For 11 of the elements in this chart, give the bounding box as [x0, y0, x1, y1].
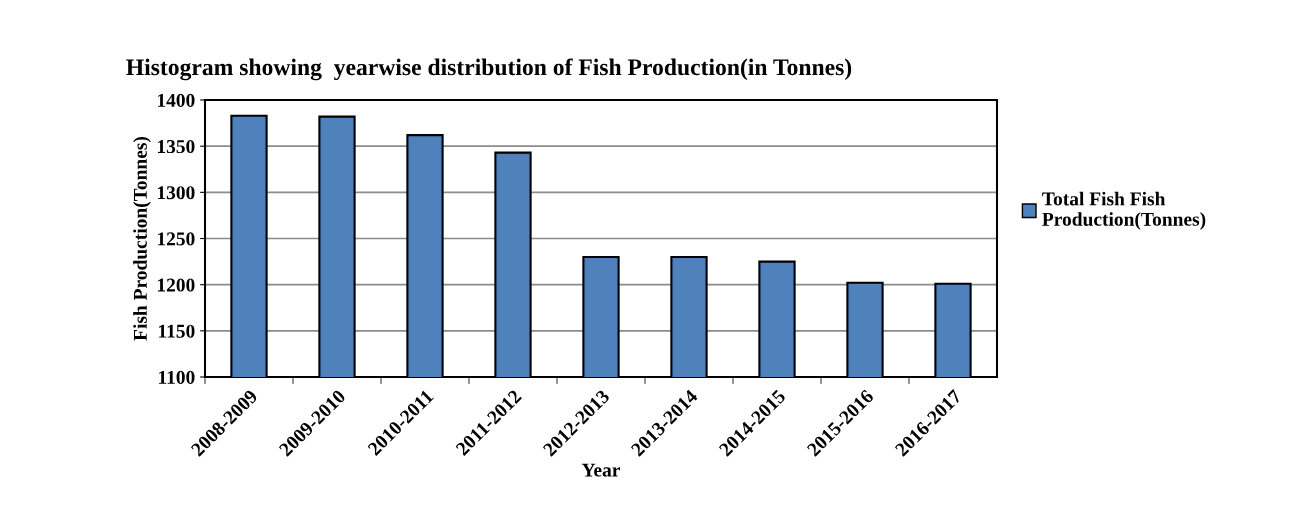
y-axis-title: Fish Production(Tonnes)	[133, 136, 151, 341]
y-tick-label: 1300	[157, 186, 195, 200]
y-tick-label: 1400	[157, 93, 195, 107]
y-tick-label: 1150	[159, 324, 195, 338]
legend-label: Total Fish Fish Production(Tonnes)	[1042, 191, 1206, 230]
chart-title: Histogram showing yearwise distribution of Fish Production(in Tonnes)	[126, 58, 852, 81]
y-tick-label: 1250	[157, 232, 195, 246]
y-tick-label: 1200	[157, 278, 195, 292]
y-tick-label: 1100	[159, 370, 195, 384]
x-axis-title: Year	[581, 463, 621, 477]
y-tick-label: 1350	[157, 139, 195, 154]
